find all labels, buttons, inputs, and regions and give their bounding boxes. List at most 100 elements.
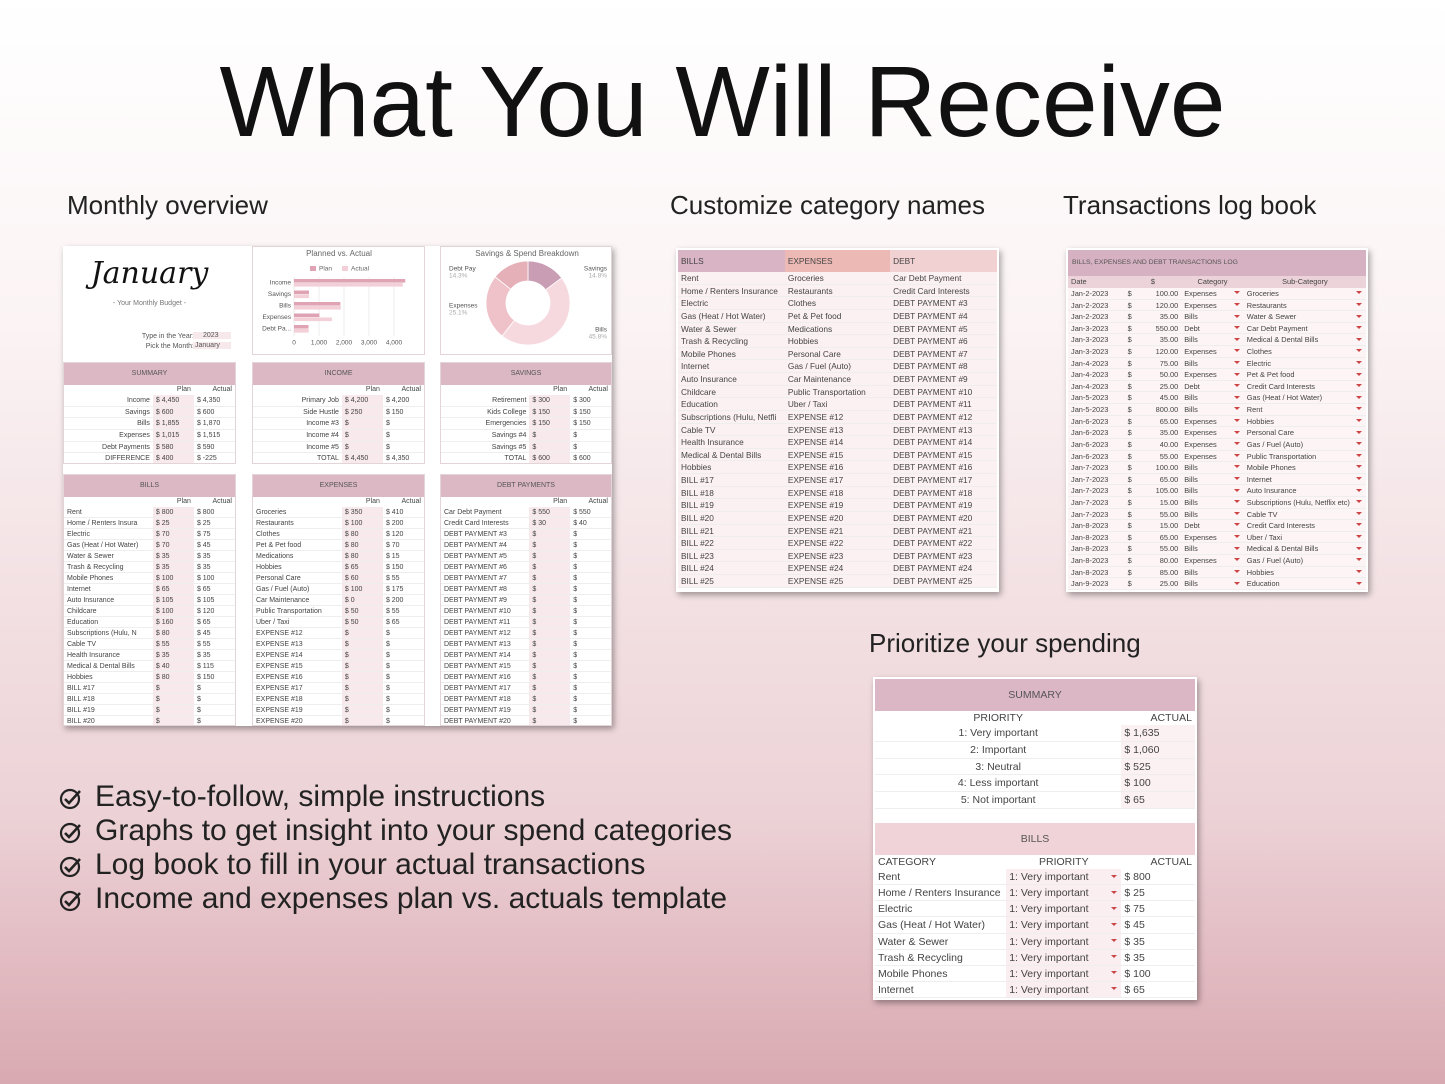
table-cell: $ [385, 641, 390, 648]
table-cell: $ [573, 597, 578, 604]
table-cell: Bills [1181, 358, 1244, 369]
table-cell: Mobile Phones [681, 348, 736, 359]
table-row: Jan-4-2023 $25.00 Debt Credit Card Interest… [1068, 380, 1366, 393]
check-icon [59, 822, 81, 844]
table-cell: $ [152, 694, 194, 704]
table-title: SUMMARY [875, 679, 1195, 711]
table-row: Jan-5-2023 $800.00 Bills Rent [1068, 404, 1366, 416]
table-cell: $ [1127, 451, 1132, 461]
table-cell: Education [67, 619, 99, 626]
table-cell: $ 4,200 [341, 395, 383, 406]
table-cell: $ [1127, 428, 1132, 438]
table-row: DEBT PAYMENT #4 $ $ [441, 540, 611, 551]
table-cell: 75.00 [1159, 358, 1179, 368]
table-cell: Income #4 [306, 431, 339, 439]
table-row: BILL #19 EXPENSE #19 DEBT PAYMENT #19 [678, 499, 997, 512]
table-row: Internet Gas / Fuel (Auto) DEBT PAYMENT #8 [678, 360, 997, 373]
table-cell: $ [341, 650, 383, 660]
table-row: 2: Important $ 1,060 [875, 741, 1195, 759]
table-row: Internet 1: Very important $ 65 [875, 981, 1195, 998]
table-row: DEBT PAYMENT #8 $ $ [441, 584, 611, 595]
table-cell: $ 4,200 [385, 397, 410, 404]
table-cell: $ [385, 674, 390, 681]
icon-check [64, 790, 81, 805]
table-cell: 55.00 [1159, 544, 1179, 554]
table-cell: Groceries [256, 509, 287, 516]
table-cell: 100.00 [1155, 463, 1179, 473]
table-cell: DEBT PAYMENT #17 [444, 685, 511, 692]
table-cell: $ [1127, 474, 1132, 484]
table-cell: $ [385, 652, 390, 659]
table-cell: $ 40 [573, 520, 587, 527]
table-cell: $ [573, 663, 578, 670]
table: BILLS EXPENSES DEBT Rent Groceries Car Debt P… [678, 250, 997, 588]
table-cell: 1: Very important [1006, 965, 1122, 981]
bar-chart: Planned vs. Actual Plan Actual 0 1,000 2,000 3… [262, 249, 406, 347]
table-row: Medications $ 80 $ 15 [253, 551, 424, 562]
table-cell: Education [681, 399, 718, 410]
table: EXPENSES Plan Actual Groceries $ 350 $ 410 Res… [252, 474, 425, 726]
table-cell: $ [1127, 370, 1132, 380]
table-row: Electric Clothes DEBT PAYMENT #3 [678, 297, 997, 310]
table-cell: $ 30 [529, 518, 571, 528]
table-row: Income #5 $ $ [253, 441, 424, 454]
table-row: 1: Very important $ 1,635 [875, 725, 1195, 742]
table-row: Trash & Recycling $ 35 $ 35 [64, 562, 235, 573]
dropdown-arrow [1233, 337, 1240, 344]
table-row: DEBT PAYMENT #15 $ $ [441, 661, 611, 672]
table-cell: Restaurants [787, 285, 833, 296]
table-cell: $ 800 [196, 509, 215, 516]
category-names-panel: BILLS EXPENSES DEBT Rent Groceries Car Debt P… [676, 248, 999, 592]
table-row: DEBT PAYMENT #11 $ $ [441, 617, 611, 628]
table-cell: Car Debt Payment [1244, 323, 1366, 334]
table-cell: $ 80 [341, 551, 383, 561]
table-row: Gas (Heat / Hot Water) $ 70 $ 45 [64, 540, 235, 551]
table-cell: $ 600 [573, 455, 591, 463]
table: SUMMARY PRIORITY ACTUAL 1: Very important $ … [875, 679, 1195, 809]
table-cell: Rent [1244, 404, 1366, 415]
table-cell: DEBT PAYMENT #8 [893, 361, 968, 372]
table-cell: $ 65 [1124, 983, 1145, 996]
dropdown-arrow [1355, 465, 1362, 471]
x-tick-label: 2,000 [336, 340, 353, 347]
table-cell: Education [1244, 578, 1366, 589]
table-cell: DEBT PAYMENT #7 [444, 575, 507, 582]
column-header: BILLS [678, 250, 785, 272]
table-cell: Primary Job [301, 397, 339, 404]
table-cell: 55.00 [1159, 509, 1179, 519]
table-cell: $ 100 [1124, 967, 1151, 980]
table-row: Trash & Recycling Hobbies DEBT PAYMENT #6 [678, 335, 997, 348]
table-cell: $ [529, 551, 571, 561]
table-cell: $ [385, 707, 390, 714]
table-row: Gas (Heat / Hot Water) 1: Very important $… [875, 917, 1195, 934]
table-cell: Hobbies [1244, 416, 1366, 427]
table-cell: $ 70 [152, 529, 194, 539]
month-card: January - Your Monthly Budget - Type in th… [63, 246, 236, 355]
table-cell: $ [1127, 312, 1132, 322]
column-header: Plan [176, 386, 191, 393]
table-row: Jan-3-2023 $35.00 Bills Medical & Dental Bi… [1068, 334, 1366, 347]
dropdown-arrow [1233, 581, 1240, 588]
table-cell: Restaurants [256, 520, 294, 527]
table-cell: 4: Less important [957, 777, 1039, 790]
table-cell: $ [196, 685, 201, 692]
section-label: Transactions log book [1063, 190, 1317, 220]
table-cell: $ [1127, 544, 1132, 554]
table-row: Rent Groceries Car Debt Payment [678, 272, 997, 285]
y-tick-label: Expenses [262, 314, 291, 321]
table-row: Mobile Phones $ 100 $ 100 [64, 573, 235, 584]
table-cell: $ 35 [196, 553, 211, 560]
priorities-panel: SUMMARY PRIORITY ACTUAL 1: Very important $ … [873, 677, 1197, 1000]
table-row: Electric $ 70 $ 75 [64, 529, 235, 540]
table-cell: $ 50 [341, 617, 383, 627]
table-cell: $ [1127, 289, 1132, 298]
table-cell: Jan-6-2023 [1071, 416, 1109, 426]
table-cell: $ 250 [341, 406, 383, 418]
table-row: Childcare $ 100 $ 120 [64, 606, 235, 617]
column-header: CATEGORY [878, 856, 936, 868]
table-cell: Trash & Recycling [878, 951, 963, 964]
table-cell: DEBT PAYMENT #23 [893, 550, 973, 561]
table-cell: Debt [1181, 520, 1244, 531]
column-header: Actual [588, 498, 608, 505]
table-title: BILLS [875, 823, 1195, 855]
